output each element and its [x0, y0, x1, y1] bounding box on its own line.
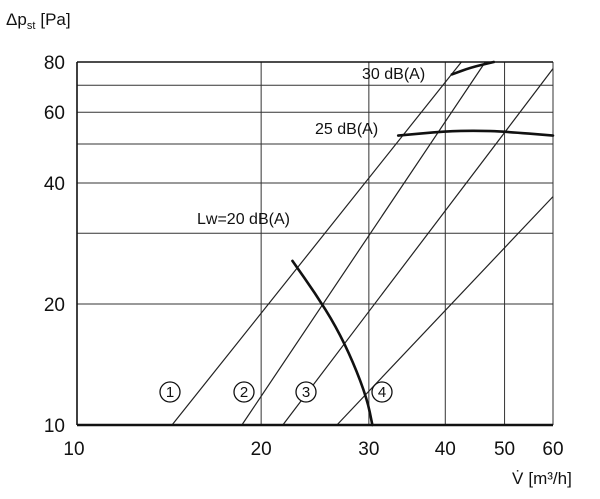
marker-line-4: 4 — [371, 381, 393, 403]
x-tick-label-30: 30 — [358, 439, 379, 460]
x-tick-label-40: 40 — [435, 439, 456, 460]
label-lw-20: Lw=20 dB(A) — [197, 211, 290, 228]
label-30-dba: 30 dB(A) — [362, 66, 425, 83]
grid — [76, 61, 554, 426]
marker-line-2: 2 — [233, 381, 255, 403]
x-axis-title-unit: [m³/h] — [528, 469, 571, 488]
y-tick-label-10: 10 — [44, 416, 65, 437]
x-axis-title: V̇ [m³/h] — [512, 469, 572, 488]
characteristic-lines — [171, 61, 554, 426]
curve-25-dba — [396, 129, 555, 137]
marker-line-1: 1 — [159, 381, 181, 403]
curve-lw-20-dba — [291, 259, 374, 427]
marker-line-2-label: 2 — [240, 384, 248, 401]
label-25-dba: 25 dB(A) — [315, 121, 378, 138]
y-axis-title-main: Δp — [6, 10, 27, 29]
y-tick-label-20: 20 — [44, 295, 65, 316]
x-tick-label-60: 60 — [542, 439, 563, 460]
marker-line-3-label: 3 — [302, 384, 310, 401]
characteristic-line-2 — [241, 61, 486, 426]
x-axis-title-main: V̇ — [512, 469, 524, 488]
y-tick-label-40: 40 — [44, 174, 65, 195]
y-axis-title-unit: [Pa] — [40, 10, 70, 29]
marker-line-1-label: 1 — [166, 384, 174, 401]
y-tick-label-60: 60 — [44, 103, 65, 124]
marker-line-3: 3 — [295, 381, 317, 403]
sound-level-curves — [291, 60, 555, 427]
tick-labels: 10 20 30 40 50 60 10 20 40 60 80 — [44, 53, 564, 460]
marker-line-4-label: 4 — [378, 384, 386, 401]
x-tick-label-20: 20 — [251, 439, 272, 460]
x-tick-label-50: 50 — [494, 439, 515, 460]
plot-frame — [76, 61, 553, 427]
x-tick-label-10: 10 — [63, 439, 84, 460]
y-axis-title: Δpst [Pa] — [6, 10, 71, 32]
characteristic-line-3 — [282, 68, 554, 426]
curve-30-dba — [450, 60, 496, 76]
characteristic-line-1 — [171, 61, 462, 426]
y-axis-title-sub: st — [27, 20, 36, 32]
y-tick-label-80: 80 — [44, 53, 65, 74]
